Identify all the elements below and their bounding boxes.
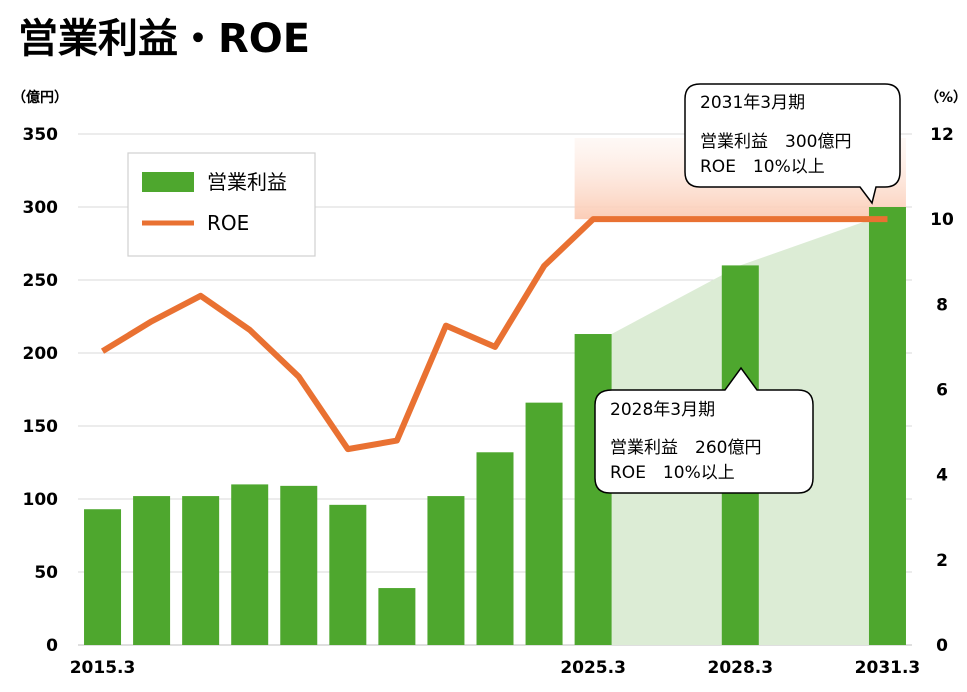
- roe-line: [100, 216, 888, 453]
- right-tick-label: 4: [936, 466, 948, 486]
- left-tick-label: 100: [23, 490, 59, 510]
- callout-2028-period: 2028年3月期: [610, 400, 715, 420]
- left-tick-label: 300: [23, 198, 59, 218]
- bar-operating-profit: [378, 588, 416, 645]
- right-tick-label: 0: [936, 636, 948, 656]
- bar-operating-profit: [427, 496, 465, 645]
- right-tick-label: 12: [930, 125, 954, 145]
- bar-operating-profit: [329, 504, 367, 645]
- right-axis-ticks: 0 2 4 6 8 10 12: [930, 125, 954, 656]
- left-tick-label: 200: [23, 344, 59, 364]
- right-tick-label: 6: [936, 381, 948, 401]
- x-axis-ticks: 2015.3 2025.3 2028.3 2031.3: [70, 658, 921, 678]
- legend-swatch-bar: [142, 172, 194, 192]
- right-axis-unit: （%）: [925, 90, 967, 106]
- callout-2028-profit: 営業利益 260億円: [610, 438, 761, 458]
- bar-operating-profit: [182, 496, 220, 645]
- bar-operating-profit: [476, 452, 514, 645]
- x-tick-label: 2028.3: [707, 658, 773, 678]
- left-tick-label: 250: [23, 271, 59, 291]
- x-tick-label: 2025.3: [560, 658, 626, 678]
- left-tick-label: 150: [23, 417, 59, 437]
- left-tick-label: 0: [46, 636, 58, 656]
- right-tick-label: 8: [936, 295, 948, 315]
- callout-2028: 2028年3月期 営業利益 260億円 ROE 10%以上: [594, 366, 814, 494]
- right-tick-label: 2: [936, 551, 948, 571]
- callout-2028-roe: ROE 10%以上: [610, 463, 735, 483]
- left-axis-ticks: 0 50 100 150 200 250 300 350: [23, 125, 59, 656]
- callout-2031-period: 2031年3月期: [700, 93, 805, 113]
- right-tick-label: 10: [930, 210, 954, 230]
- bar-series: [84, 207, 906, 645]
- legend-box: [127, 152, 316, 257]
- legend: 営業利益 ROE: [127, 152, 316, 257]
- callout-2031-bubble: [684, 83, 901, 205]
- left-axis-unit: （億円）: [12, 89, 68, 106]
- legend-label-roe: ROE: [207, 211, 249, 235]
- bar-operating-profit: [868, 207, 906, 645]
- x-tick-label: 2031.3: [855, 658, 921, 678]
- legend-label-profit: 営業利益: [207, 170, 287, 194]
- callout-2028-bubble: [594, 366, 814, 494]
- left-tick-label: 50: [34, 563, 58, 583]
- left-tick-label: 350: [23, 125, 59, 145]
- bar-operating-profit: [280, 485, 318, 645]
- callout-2031-roe: ROE 10%以上: [700, 157, 825, 177]
- bar-operating-profit: [84, 509, 122, 645]
- callout-2031-profit: 営業利益 300億円: [700, 132, 851, 152]
- bar-operating-profit: [133, 496, 171, 645]
- chart-title: 営業利益・ROE: [18, 16, 310, 62]
- bar-operating-profit: [525, 402, 563, 645]
- bar-operating-profit: [231, 484, 269, 645]
- callout-2031: 2031年3月期 営業利益 300億円 ROE 10%以上: [684, 83, 901, 205]
- line-series: [100, 216, 888, 453]
- x-tick-label: 2015.3: [70, 658, 136, 678]
